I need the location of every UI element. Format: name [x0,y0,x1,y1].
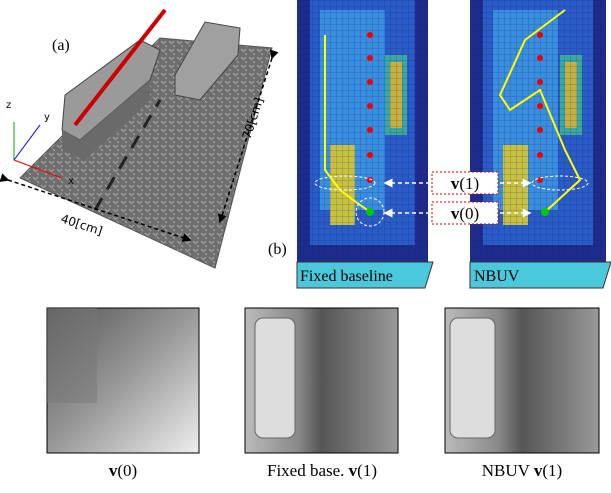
camera-images: v(0) Fixed base. v(1) NBUV v(1) [47,308,599,480]
panel-label: (a) [52,37,70,54]
panel-a: (a) z y x 70[cm] 40[cm] [6,10,272,268]
heatmap [297,0,428,262]
tab-label: Fixed baseline [300,268,393,285]
axis [14,125,40,160]
axis-label: y [44,112,50,123]
dimension-label: 40[cm] [59,212,104,239]
vector-label: v(0) [451,204,479,223]
axis-label: x [68,176,74,187]
vector-label: v(1) [451,174,479,193]
page: (a) z y x 70[cm] 40[cm] v(1) v(0) (b) Fi… [0,0,611,488]
panel-label: (b) [268,241,287,258]
caption: NBUV v(1) [482,461,562,480]
panel-b: v(1) v(0) (b) Fixed baseline NBUV [268,0,611,288]
axis-label: z [6,100,11,111]
tab-label: NBUV [474,268,520,285]
caption: Fixed base. v(1) [267,461,377,480]
figure: (a) z y x 70[cm] 40[cm] v(1) v(0) (b) Fi… [0,0,611,488]
caption: v(0) [109,461,137,480]
